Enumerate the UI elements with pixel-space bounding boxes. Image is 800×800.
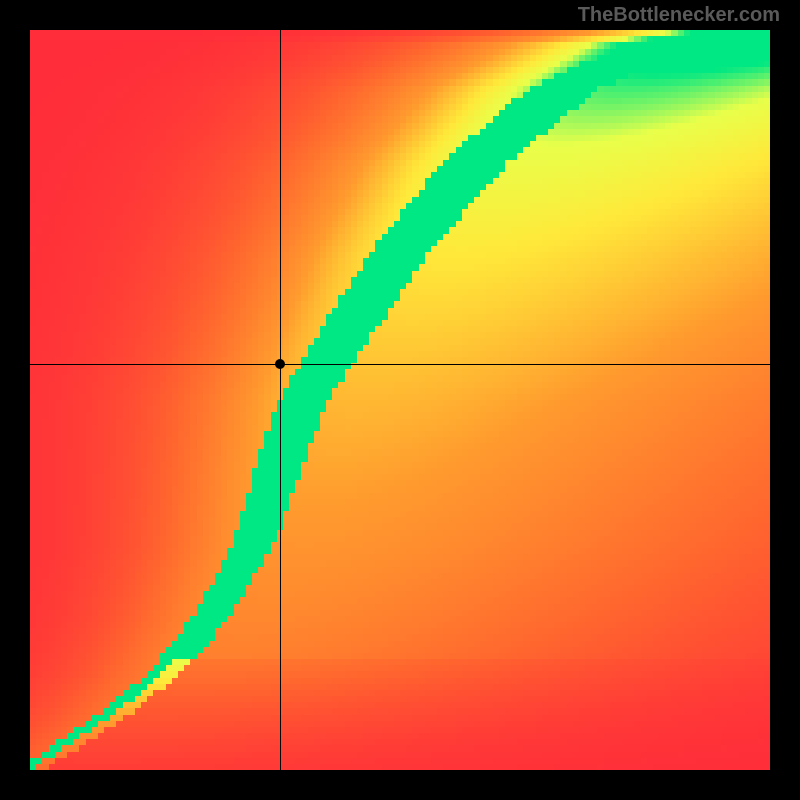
crosshair-marker [275, 359, 285, 369]
root: TheBottlenecker.com [0, 0, 800, 800]
watermark-text: TheBottlenecker.com [578, 4, 780, 27]
heatmap-canvas [30, 30, 770, 770]
crosshair-horizontal [30, 364, 770, 365]
crosshair-vertical [280, 30, 281, 770]
heatmap-plot [30, 30, 770, 770]
